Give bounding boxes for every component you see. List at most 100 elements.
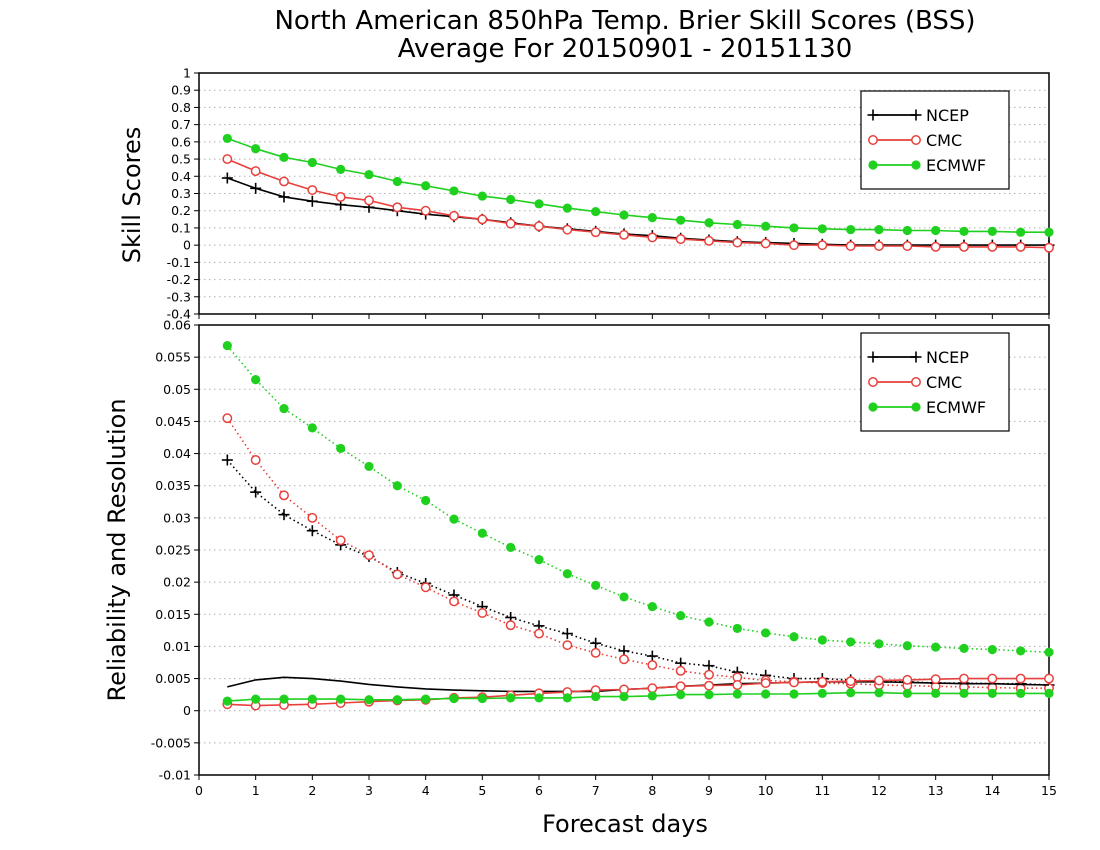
y-tick-label: 0.8 <box>171 100 191 115</box>
point-cmc <box>732 680 743 690</box>
point-ecmwf <box>1044 227 1054 237</box>
point-ecmwf <box>902 688 912 698</box>
point-cmc <box>250 166 261 177</box>
point-cmc <box>959 241 969 252</box>
y-tick-label: 0.015 <box>155 607 191 622</box>
y-tick-label: 0.005 <box>155 671 191 686</box>
point-ecmwf <box>846 637 856 647</box>
point-cmc <box>335 535 346 546</box>
point-cmc <box>647 683 658 694</box>
y-tick-label: 0 <box>183 703 191 718</box>
point-cmc <box>449 210 459 221</box>
point-ecmwf <box>619 210 629 220</box>
point-ecmwf <box>874 225 884 235</box>
point-ecmwf <box>222 133 232 144</box>
point-ecmwf <box>506 693 516 703</box>
point-ecmwf <box>676 690 686 700</box>
point-ecmwf <box>987 688 997 698</box>
point-cmc <box>364 550 374 561</box>
point-cmc <box>307 512 318 523</box>
legend-marker-ecmwf <box>868 402 878 412</box>
point-cmc <box>732 237 743 248</box>
x-tick-label: 7 <box>592 783 600 798</box>
point-ecmwf <box>902 225 912 236</box>
y-tick-label: 0.03 <box>163 510 191 525</box>
point-ecmwf <box>307 157 317 168</box>
point-cmc <box>279 490 289 501</box>
point-cmc <box>562 640 573 651</box>
point-ncep <box>278 191 290 203</box>
series-line-ncep-dotted <box>226 459 1050 686</box>
point-cmc <box>987 673 998 684</box>
point-cmc <box>590 227 601 238</box>
top-panel-skill-scores: -0.4 -0.3 -0.2 -0.1 0 0.1 0.2 0.3 0.4 0.5 0.6 0.7 0.… <box>167 66 1055 322</box>
point-cmc <box>1044 673 1054 684</box>
point-ecmwf <box>676 215 686 225</box>
point-ncep <box>221 172 233 184</box>
x-tick-label: 12 <box>871 783 887 798</box>
legend-label-ecmwf: ECMWF <box>926 156 986 175</box>
point-ecmwf <box>647 691 657 701</box>
point-ecmwf <box>1016 227 1026 237</box>
point-cmc <box>704 680 714 691</box>
point-cmc <box>534 221 544 232</box>
x-tick-label: 11 <box>814 783 830 798</box>
point-ecmwf <box>506 194 516 205</box>
point-cmc <box>505 620 516 631</box>
point-ecmwf <box>449 186 459 196</box>
x-tick-label: 5 <box>478 783 486 798</box>
point-ecmwf <box>534 199 544 209</box>
point-ecmwf <box>987 226 997 236</box>
y-tick-label: 0.035 <box>155 478 191 493</box>
point-cmc <box>534 628 544 639</box>
point-ecmwf <box>732 623 742 634</box>
point-ecmwf <box>846 225 856 235</box>
y-tick-label: 0.9 <box>171 83 191 98</box>
point-cmc <box>817 676 828 687</box>
point-ecmwf <box>931 225 941 236</box>
y-tick-label: -0.4 <box>167 307 191 322</box>
point-ecmwf <box>761 689 771 699</box>
point-ecmwf <box>959 226 969 236</box>
point-ecmwf <box>987 645 997 655</box>
chart-title: North American 850hPa Temp. Brier Skill … <box>274 6 975 36</box>
point-ecmwf <box>279 403 289 414</box>
point-cmc <box>987 241 998 252</box>
point-cmc <box>647 660 658 671</box>
point-ecmwf <box>619 592 629 602</box>
point-cmc <box>420 582 431 593</box>
point-ecmwf <box>364 695 374 705</box>
y-tick-label: 0.1 <box>171 220 191 235</box>
point-ecmwf <box>931 688 941 698</box>
point-cmc <box>562 224 573 235</box>
bottom-y-axis-label: Reliability and Resolution <box>103 398 131 701</box>
legend-marker-cmc <box>911 135 921 145</box>
x-tick-label: 1 <box>252 783 260 798</box>
series-line-cmc-dotted <box>226 417 1049 690</box>
point-ecmwf <box>874 688 884 698</box>
point-ecmwf <box>364 169 374 180</box>
y-tick-label: 1 <box>183 66 191 81</box>
x-axis-label: Forecast days <box>542 810 708 838</box>
point-ncep <box>646 650 658 662</box>
point-ecmwf <box>789 689 799 699</box>
point-ecmwf <box>817 688 827 698</box>
x-tick-label: 4 <box>422 783 430 798</box>
point-ecmwf <box>534 693 544 703</box>
x-tick-label: 6 <box>535 783 543 798</box>
y-tick-label: 0.025 <box>155 543 191 558</box>
legend-marker-ecmwf <box>911 402 921 412</box>
y-tick-label: 0.5 <box>171 152 191 167</box>
point-cmc <box>420 205 431 216</box>
point-ecmwf <box>421 495 431 506</box>
point-ecmwf <box>591 691 601 702</box>
legend-label-cmc: CMC <box>926 373 962 392</box>
point-ecmwf <box>279 694 289 704</box>
point-ecmwf <box>591 580 601 590</box>
point-ecmwf <box>732 219 742 230</box>
y-tick-label: 0.04 <box>163 446 191 461</box>
point-ecmwf <box>421 694 431 704</box>
legend-label-ecmwf: ECMWF <box>926 398 986 417</box>
point-ncep <box>250 486 262 498</box>
point-ncep <box>306 525 318 537</box>
